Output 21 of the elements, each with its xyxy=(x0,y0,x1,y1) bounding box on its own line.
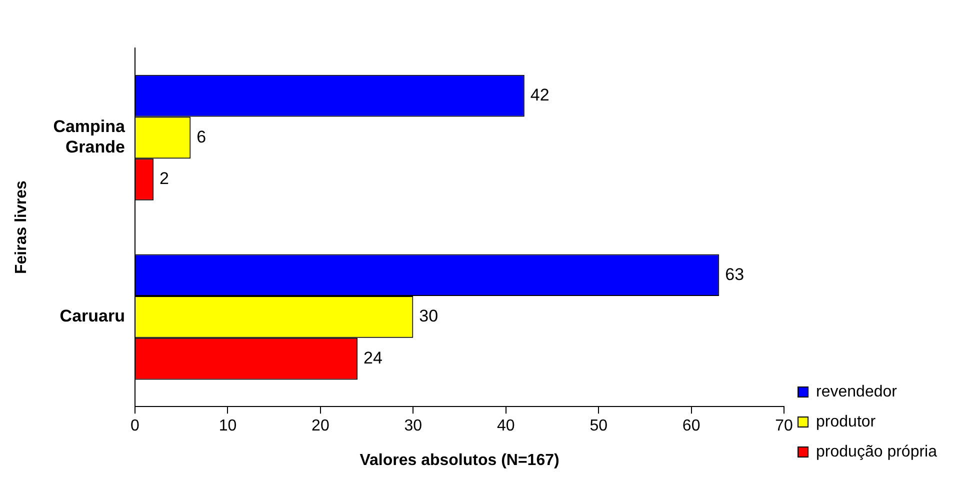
x-tick-label: 10 xyxy=(218,418,237,435)
x-tick-label: 50 xyxy=(590,418,608,435)
data-label: 30 xyxy=(419,306,438,326)
y-tick-label: Caruaru xyxy=(60,306,125,326)
x-tick-label: 40 xyxy=(496,418,515,435)
x-tick-label: 60 xyxy=(682,418,700,435)
data-label: 63 xyxy=(725,264,744,284)
x-tick-label: 0 xyxy=(130,418,140,435)
x-axis-title: Valores absolutos (N=167) xyxy=(360,452,560,469)
y-axis-title: Feiras livres xyxy=(13,180,30,274)
legend-label: produção própria xyxy=(816,443,938,460)
data-label: 2 xyxy=(160,169,170,188)
legend-label: produtor xyxy=(816,413,876,430)
x-tick-label: 30 xyxy=(404,418,422,435)
data-label: 24 xyxy=(364,348,382,368)
data-label: 42 xyxy=(530,86,550,104)
y-tick-label: Campina Grande xyxy=(53,117,126,157)
data-label: 6 xyxy=(196,127,206,146)
x-tick-label: 20 xyxy=(312,418,330,435)
x-tick-label: 70 xyxy=(775,418,794,435)
legend-label: revendedor xyxy=(816,383,898,400)
